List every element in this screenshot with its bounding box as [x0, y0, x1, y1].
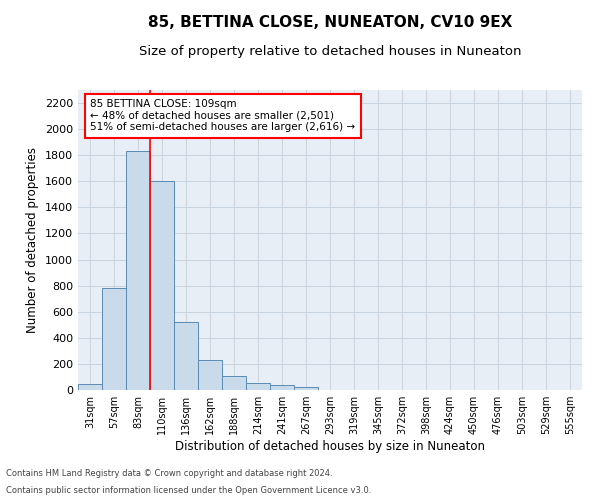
Bar [174, 322, 198, 390]
Bar [198, 360, 222, 390]
Text: Size of property relative to detached houses in Nuneaton: Size of property relative to detached ho… [139, 45, 521, 58]
X-axis label: Distribution of detached houses by size in Nuneaton: Distribution of detached houses by size … [175, 440, 485, 453]
Bar [246, 383, 270, 390]
Bar [126, 152, 150, 390]
Bar [150, 182, 174, 390]
Text: 85, BETTINA CLOSE, NUNEATON, CV10 9EX: 85, BETTINA CLOSE, NUNEATON, CV10 9EX [148, 15, 512, 30]
Y-axis label: Number of detached properties: Number of detached properties [26, 147, 40, 333]
Text: Contains public sector information licensed under the Open Government Licence v3: Contains public sector information licen… [6, 486, 371, 495]
Text: 85 BETTINA CLOSE: 109sqm
← 48% of detached houses are smaller (2,501)
51% of sem: 85 BETTINA CLOSE: 109sqm ← 48% of detach… [91, 99, 356, 132]
Bar [102, 288, 126, 390]
Bar [270, 386, 294, 390]
Bar [294, 388, 318, 390]
Text: Contains HM Land Registry data © Crown copyright and database right 2024.: Contains HM Land Registry data © Crown c… [6, 468, 332, 477]
Bar [78, 384, 102, 390]
Bar [222, 376, 246, 390]
